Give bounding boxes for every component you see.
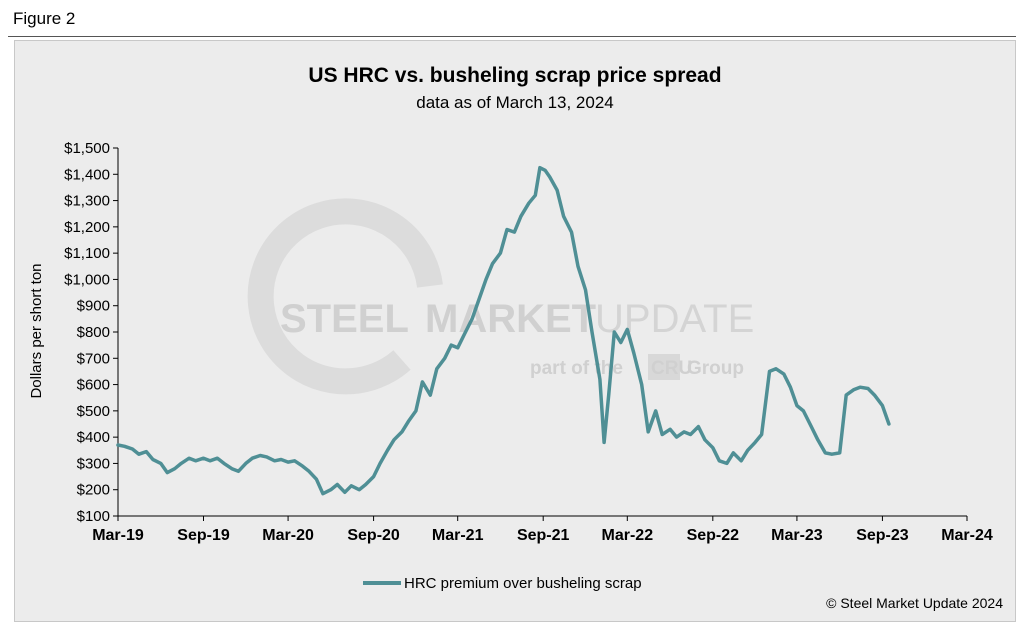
- watermark-group: Group: [687, 358, 744, 379]
- y-tick-label: $300: [77, 455, 110, 472]
- watermark-brand-mid: MARKET: [425, 297, 596, 341]
- y-tick-label: $700: [77, 350, 110, 367]
- x-tick-label: Mar-24: [941, 527, 993, 544]
- x-tick-label: Sep-19: [177, 527, 230, 544]
- legend: HRC premium over busheling scrap: [363, 575, 642, 592]
- x-tick-label: Mar-22: [602, 527, 654, 544]
- x-tick-label: Mar-23: [771, 527, 823, 544]
- figure-label: Figure 2: [13, 9, 76, 28]
- y-tick-label: $1,100: [64, 245, 110, 262]
- top-rule: [8, 36, 1016, 37]
- x-tick-label: Mar-19: [92, 527, 144, 544]
- y-tick-label: $1,400: [64, 166, 110, 183]
- watermark-brand-bold: STEEL: [280, 297, 409, 341]
- y-tick-label: $800: [77, 324, 110, 341]
- x-tick-label: Sep-22: [687, 527, 740, 544]
- chart-title: US HRC vs. busheling scrap price spread: [308, 64, 721, 87]
- x-tick-label: Sep-20: [347, 527, 400, 544]
- y-tick-label: $600: [77, 377, 110, 394]
- y-tick-label: $1,000: [64, 271, 110, 288]
- watermark-cru: CRU: [651, 358, 692, 379]
- y-tick-label: $900: [77, 298, 110, 315]
- watermark-brand-light: UPDATE: [595, 297, 754, 341]
- watermark-cru-box: [648, 354, 680, 380]
- x-tick-label: Mar-21: [432, 527, 484, 544]
- x-tick-label: Sep-23: [856, 527, 909, 544]
- copyright: © Steel Market Update 2024: [826, 595, 1003, 611]
- legend-label: HRC premium over busheling scrap: [404, 575, 642, 592]
- chart-panel: [14, 40, 1016, 622]
- watermark: STEEL MARKET UPDATE part of the CRU Grou…: [247, 198, 754, 395]
- y-tick-label: $1,300: [64, 193, 110, 210]
- y-ticks: $100 $200 $300 $400 $500 $600 $700 $800 $900 $1,0…: [64, 140, 118, 525]
- y-tick-label: $400: [77, 429, 110, 446]
- y-tick-label: $100: [77, 508, 110, 525]
- y-tick-label: $1,200: [64, 219, 110, 236]
- series-lines: [116, 165, 891, 496]
- y-axis-label: Dollars per short ton: [28, 263, 45, 398]
- x-ticks: Mar-19 Sep-19 Mar-20 Sep-20 Mar-21 Sep-21 Mar-…: [92, 516, 993, 544]
- y-tick-label: $1,500: [64, 140, 110, 157]
- x-tick-label: Mar-20: [262, 527, 314, 544]
- x-tick-label: Sep-21: [517, 527, 570, 544]
- y-tick-label: $200: [77, 482, 110, 499]
- series-line: [116, 165, 891, 496]
- watermark-arc-icon: [247, 198, 443, 395]
- y-tick-label: $500: [77, 403, 110, 420]
- chart-subtitle: data as of March 13, 2024: [416, 93, 614, 112]
